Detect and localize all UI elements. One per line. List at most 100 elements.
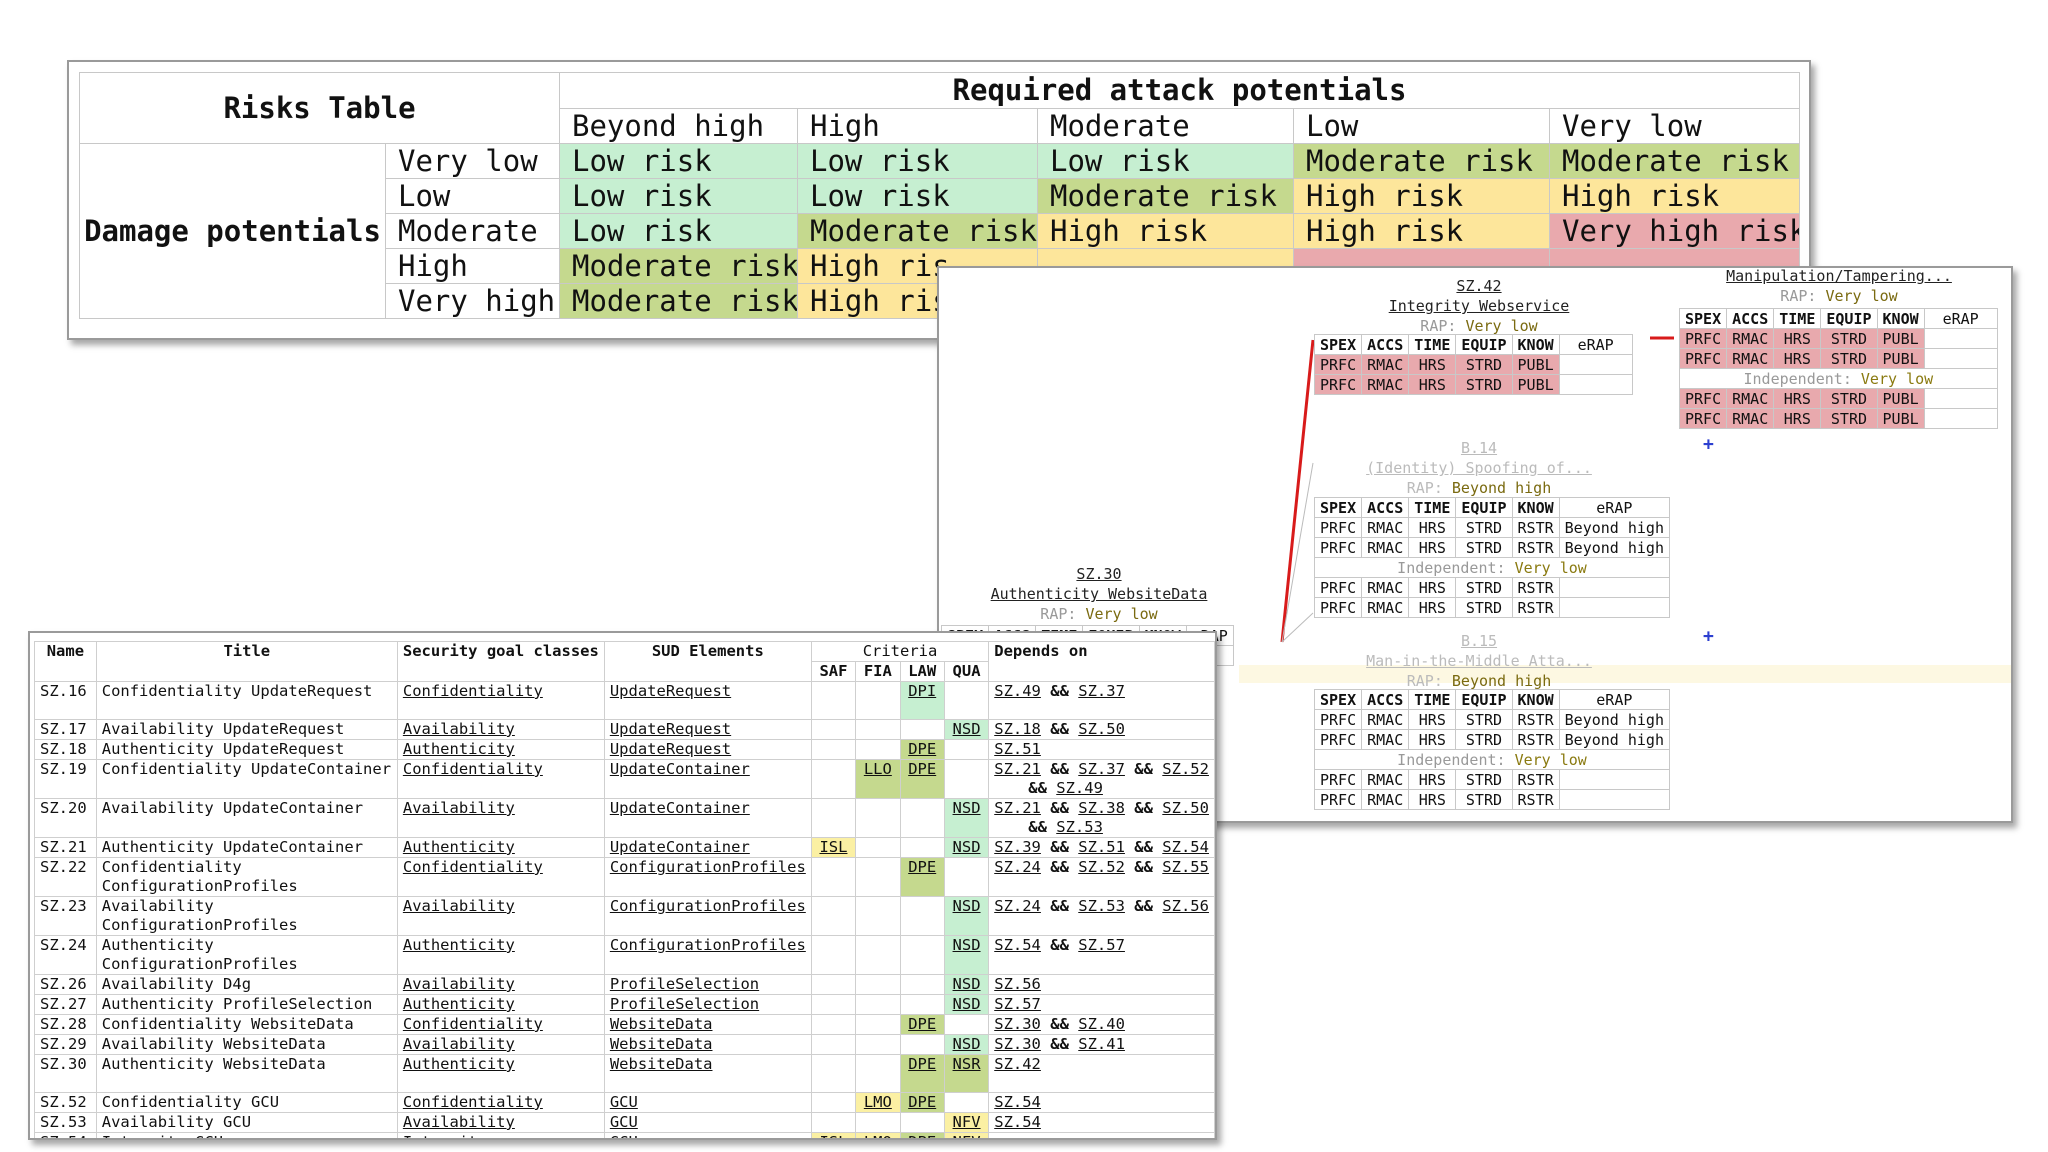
depends-link[interactable]: SZ.56 xyxy=(1162,897,1209,916)
depends-link[interactable]: SZ.24 xyxy=(994,897,1041,916)
node-manipulation-title[interactable]: Manipulation/Tampering... xyxy=(1726,267,1952,285)
goal-class-link[interactable]: Authenticity xyxy=(396,739,605,760)
node-sz42[interactable]: SZ.42 Integrity Webservice RAP: Very low xyxy=(1339,276,1619,336)
criteria-qua[interactable]: NFV xyxy=(943,1112,990,1133)
depends-link[interactable]: SZ.57 xyxy=(994,995,1041,1014)
goal-class-link[interactable]: Confidentiality xyxy=(396,1092,605,1113)
goal-name[interactable]: SZ.17 xyxy=(34,719,97,740)
node-sz30[interactable]: SZ.30 Authenticity WebsiteData RAP: Very… xyxy=(959,564,1239,624)
criteria-saf[interactable]: ISL xyxy=(810,1132,857,1138)
node-sz30-id[interactable]: SZ.30 xyxy=(1076,565,1122,583)
add-b15-button[interactable]: + xyxy=(1703,626,1714,647)
goal-row[interactable]: SZ.19 Confidentiality UpdateContainer Conf… xyxy=(34,759,1215,799)
criteria-qua[interactable]: NSD xyxy=(943,719,990,740)
criteria-col-qua[interactable]: QUA xyxy=(943,661,990,682)
depends-link[interactable]: SZ.55 xyxy=(1162,858,1209,877)
criteria-law[interactable]: DPE xyxy=(899,1054,945,1093)
node-b15[interactable]: B.15 Man-in-the-Middle Atta... RAP: Beyo… xyxy=(1339,631,1619,691)
node-manipulation[interactable]: Manipulation/Tampering... RAP: Very low xyxy=(1669,267,2009,306)
goal-element-link[interactable]: ConfigurationProfiles xyxy=(603,896,812,936)
goal-row[interactable]: SZ.17 Availability UpdateRequest Availabil… xyxy=(34,719,1215,740)
goal-row[interactable]: SZ.53 Availability GCU Availability GCU NFV S… xyxy=(34,1112,1215,1133)
depends-link[interactable]: SZ.53 xyxy=(1078,897,1125,916)
goal-element-link[interactable]: GCU xyxy=(603,1112,812,1133)
goal-name[interactable]: SZ.19 xyxy=(34,759,97,799)
criteria-qua[interactable]: NSD xyxy=(943,837,990,858)
criteria-col-law[interactable]: LAW xyxy=(899,661,945,682)
col-title-header[interactable]: Title xyxy=(95,641,398,682)
criteria-law[interactable]: DPI xyxy=(899,681,945,720)
goal-name[interactable]: SZ.27 xyxy=(34,994,97,1015)
criteria-law[interactable]: DPE xyxy=(899,1132,945,1138)
criteria-qua[interactable]: NSR xyxy=(943,1054,990,1093)
goal-class-link[interactable]: Availability xyxy=(396,896,605,936)
goal-name[interactable]: SZ.29 xyxy=(34,1034,97,1055)
node-sz30-title[interactable]: Authenticity WebsiteData xyxy=(990,585,1208,603)
node-b14-id[interactable]: B.14 xyxy=(1460,439,1498,457)
depends-link[interactable]: SZ.38 xyxy=(1078,799,1125,818)
goal-name[interactable]: SZ.16 xyxy=(34,681,97,720)
depends-link[interactable]: SZ.40 xyxy=(1078,1015,1125,1034)
col-elements-header[interactable]: SUD Elements xyxy=(603,641,812,682)
criteria-qua[interactable]: NSD xyxy=(943,974,990,995)
add-b14-button[interactable]: + xyxy=(1703,434,1714,455)
criteria-law[interactable]: DPE xyxy=(899,857,945,897)
criteria-fia[interactable]: LMO xyxy=(855,1092,901,1113)
goal-name[interactable]: SZ.26 xyxy=(34,974,97,995)
depends-link[interactable]: SZ.54 xyxy=(1162,838,1209,857)
node-b14[interactable]: B.14 (Identity) Spoofing of... RAP: Beyo… xyxy=(1339,438,1619,498)
goal-row[interactable]: SZ.16 Confidentiality UpdateRequest Confid… xyxy=(34,681,1215,720)
goal-class-link[interactable]: Availability xyxy=(396,719,605,740)
criteria-qua[interactable]: NSD xyxy=(943,935,990,975)
goal-element-link[interactable]: GCU xyxy=(603,1092,812,1113)
goal-class-link[interactable]: Confidentiality xyxy=(396,681,605,720)
goal-class-link[interactable]: Authenticity xyxy=(396,837,605,858)
depends-link[interactable]: SZ.42 xyxy=(994,1055,1041,1074)
criteria-law[interactable]: DPE xyxy=(899,1014,945,1035)
depends-link[interactable]: SZ.37 xyxy=(1078,760,1125,779)
node-b14-title[interactable]: (Identity) Spoofing of... xyxy=(1366,459,1592,477)
goal-class-link[interactable]: Authenticity xyxy=(396,1054,605,1093)
depends-link[interactable]: SZ.49 xyxy=(1056,779,1103,797)
goal-element-link[interactable]: UpdateContainer xyxy=(603,837,812,858)
goal-element-link[interactable]: ProfileSelection xyxy=(603,974,812,995)
depends-link[interactable]: SZ.30 xyxy=(994,1035,1041,1054)
criteria-qua[interactable]: NSD xyxy=(943,896,990,936)
goal-element-link[interactable]: WebsiteData xyxy=(603,1034,812,1055)
goal-class-link[interactable]: Availability xyxy=(396,974,605,995)
goal-element-link[interactable]: UpdateRequest xyxy=(603,681,812,720)
criteria-col-fia[interactable]: FIA xyxy=(855,661,901,682)
criteria-qua[interactable]: NSD xyxy=(943,1034,990,1055)
goal-class-link[interactable]: Confidentiality xyxy=(396,857,605,897)
goal-element-link[interactable]: GCU xyxy=(603,1132,812,1138)
goal-class-link[interactable]: Availability xyxy=(396,1034,605,1055)
goal-row[interactable]: SZ.18 Authenticity UpdateRequest Authentic… xyxy=(34,739,1215,760)
goal-element-link[interactable]: UpdateRequest xyxy=(603,739,812,760)
goal-row[interactable]: SZ.26 Availability D4g Availability Profile… xyxy=(34,974,1215,995)
col-depends-header[interactable]: Depends on xyxy=(988,641,1215,682)
goal-name[interactable]: SZ.21 xyxy=(34,837,97,858)
goal-row[interactable]: SZ.54 Integrity GCU IntegrityGCUISLLMODPEN… xyxy=(34,1132,1215,1138)
node-sz42-id[interactable]: SZ.42 xyxy=(1456,277,1502,295)
goal-name[interactable]: SZ.20 xyxy=(34,798,97,838)
criteria-fia[interactable]: LMO xyxy=(855,1132,901,1138)
criteria-qua[interactable]: NSD xyxy=(943,798,990,838)
goal-name[interactable]: SZ.28 xyxy=(34,1014,97,1035)
goal-row[interactable]: SZ.30 Authenticity WebsiteData Authenticit… xyxy=(34,1054,1215,1093)
criteria-law[interactable]: DPE xyxy=(899,1092,945,1113)
depends-link[interactable]: SZ.54 xyxy=(994,1113,1041,1132)
goal-element-link[interactable]: UpdateRequest xyxy=(603,719,812,740)
goal-element-link[interactable]: ProfileSelection xyxy=(603,994,812,1015)
depends-link[interactable]: SZ.57 xyxy=(1078,936,1125,955)
depends-link[interactable]: SZ.54 xyxy=(994,1093,1041,1112)
criteria-law[interactable]: DPE xyxy=(899,739,945,760)
goal-row[interactable]: SZ.21 Authenticity UpdateContainer Authent… xyxy=(34,837,1215,858)
depends-link[interactable]: SZ.56 xyxy=(994,975,1041,994)
goal-row[interactable]: SZ.23 Availability ConfigurationProfiles Av… xyxy=(34,896,1215,936)
goal-class-link[interactable]: Confidentiality xyxy=(396,1014,605,1035)
goal-name[interactable]: SZ.52 xyxy=(34,1092,97,1113)
goal-row[interactable]: SZ.52 Confidentiality GCU Confidentiality G… xyxy=(34,1092,1215,1113)
goal-class-link[interactable]: Availability xyxy=(396,798,605,838)
goal-name[interactable]: SZ.24 xyxy=(34,935,97,975)
node-b15-title[interactable]: Man-in-the-Middle Atta... xyxy=(1366,652,1592,670)
